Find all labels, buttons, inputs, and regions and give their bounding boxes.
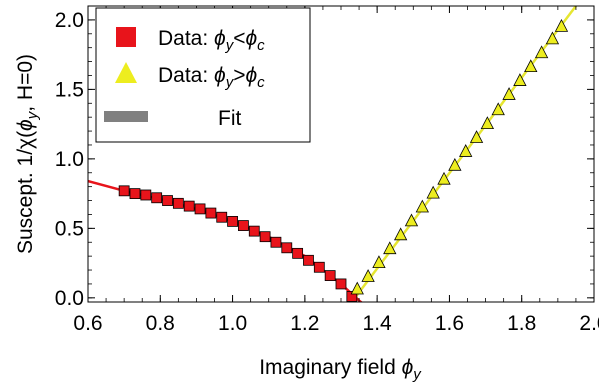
x-tick-label: 1.0 [218,312,247,335]
y-tick-label: 0.0 [55,287,84,310]
triangle-marker [426,185,440,199]
square-marker [313,261,325,273]
triangle-marker [534,45,549,59]
legend-entry-fit: Fit [218,107,241,130]
triangle-marker [513,73,527,86]
square-marker [129,188,141,200]
legend-entry-above: Data: ϕy>ϕc [158,64,265,91]
legend: Data: ϕy<ϕc Data: ϕy>ϕc Fit [95,7,311,143]
y-tick-label: 2.0 [55,9,84,32]
square-marker [151,192,163,204]
legend-entry-below: Data: ϕy<ϕc [158,27,265,54]
y-axis-title: Suscept. 1/χ(ϕy, H=0) [14,54,41,254]
square-marker [248,225,260,237]
x-tick-label: 2.0 [579,312,599,335]
triangle-marker [502,87,516,100]
x-tick-label: 1.8 [507,312,536,335]
y-tick-label: 1.0 [55,148,84,171]
square-marker [227,215,238,227]
triangle-marker [448,157,462,171]
square-marker [162,195,173,206]
square-marker [194,203,206,215]
triangle-marker [350,281,364,295]
x-tick-label: 0.8 [146,312,175,335]
triangle-marker [491,102,505,116]
triangle-marker [480,116,495,130]
triangle-marker [524,59,538,73]
legend-fit-swatch [104,111,148,122]
square-marker [335,278,347,290]
triangle-marker [437,171,451,185]
square-marker [140,189,152,201]
legend-triangle-marker [115,62,137,83]
triangle-marker [372,255,386,268]
legend-square-marker [116,27,136,47]
square-marker [205,207,217,219]
triangle-marker [469,130,484,143]
x-axis-title: Imaginary field ϕy [259,356,422,383]
triangle-marker [415,199,429,213]
fit-line-1 [88,179,363,302]
square-marker [281,242,293,254]
data-markers [118,18,569,302]
triangle-marker [459,144,473,157]
x-tick-label: 0.6 [73,312,102,335]
y-tick-label: 0.5 [55,217,84,240]
triangle-marker [393,227,408,241]
square-marker [172,197,184,209]
x-tick-label: 1.6 [435,312,464,335]
square-marker [270,236,282,248]
square-marker [259,231,271,243]
triangle-marker [383,241,397,255]
y-tick-label: 1.5 [55,78,84,101]
square-marker [238,220,249,231]
square-marker [292,247,304,259]
square-marker [183,200,195,212]
square-marker [324,270,336,281]
x-tick-label: 1.4 [363,312,393,335]
triangle-marker [554,18,569,32]
triangle-marker [404,213,419,227]
triangle-marker [361,269,375,282]
square-marker [118,185,130,197]
y-axis: 0.0 0.5 1.0 1.5 2.0 [55,5,594,310]
triangle-marker [545,31,560,45]
square-marker [303,254,314,266]
x-axis: 0.6 0.8 1.0 1.2 1.4 1.6 1.8 2.0 [73,6,599,335]
square-marker [216,211,228,223]
square-marker [346,291,358,302]
x-tick-label: 1.2 [290,312,319,335]
